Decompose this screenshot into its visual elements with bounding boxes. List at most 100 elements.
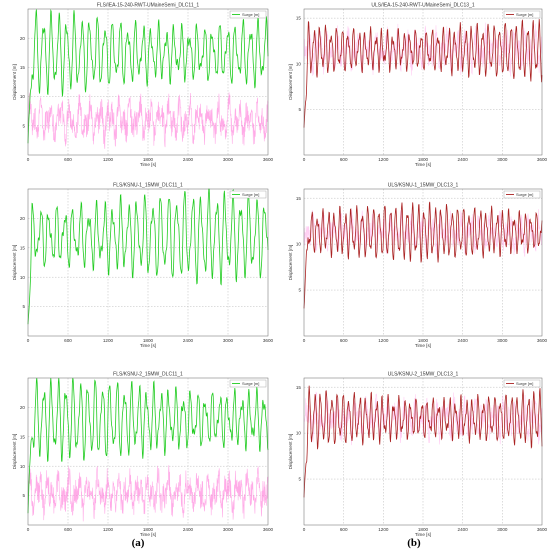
- x-tick-label: 600: [64, 527, 72, 532]
- x-tick-label: 1800: [143, 527, 154, 532]
- x-tick-label: 3600: [537, 157, 548, 162]
- y-axis-label: Displacement [m]: [288, 64, 293, 100]
- x-tick-label: 0: [27, 527, 30, 532]
- legend-entry: Surge [m]: [242, 381, 259, 386]
- x-tick-label: 3000: [497, 157, 508, 162]
- plot-frame: [303, 8, 543, 156]
- y-tick-label: 15: [296, 385, 302, 390]
- x-tick-label: 3000: [223, 338, 234, 343]
- x-tick-label: 600: [340, 157, 348, 162]
- x-tick-label: 3000: [497, 338, 508, 343]
- panel-fls-1: 0 600 1200 1800 2400 3000 3600 5 10 15 20 FLS/IEA-1…: [12, 3, 274, 168]
- legend-box: [503, 190, 541, 199]
- y-tick-label: 10: [296, 242, 302, 247]
- legend-entry: Surge [m]: [516, 12, 533, 17]
- x-tick-label: 3000: [497, 527, 508, 532]
- surge-series-line: [27, 188, 269, 325]
- x-tick-label: 1800: [418, 527, 429, 532]
- x-tick-label: 600: [340, 338, 348, 343]
- x-tick-label: 1800: [418, 338, 429, 343]
- x-tick-label: 1200: [103, 527, 114, 532]
- legend-box: [503, 379, 541, 388]
- plot-frame: [27, 377, 269, 526]
- x-axis-label: Time [s]: [415, 343, 431, 348]
- y-axis-label: Displacement [m]: [288, 245, 293, 281]
- y-axis-label: Displacement [m]: [288, 434, 293, 470]
- x-tick-label: 1800: [143, 338, 154, 343]
- surge-series-line: [303, 19, 543, 128]
- panel-fls-2: 0 600 1200 1800 2400 3000 3600 5 10 15 20 FLS/KSNU-…: [12, 183, 274, 349]
- y-tick-label: 15: [20, 65, 26, 70]
- background-series-line: [27, 465, 269, 522]
- x-tick-label: 0: [303, 527, 306, 532]
- y-tick-label: 5: [22, 123, 25, 128]
- surge-series-line: [27, 8, 269, 144]
- y-tick-label: 10: [20, 94, 26, 99]
- x-axis-label: Time [s]: [140, 343, 156, 348]
- x-tick-label: 3600: [537, 338, 548, 343]
- legend-entry: Surge [m]: [242, 12, 259, 17]
- surge-series-line: [303, 201, 543, 309]
- x-tick-label: 2400: [183, 157, 194, 162]
- x-tick-label: 1200: [103, 338, 114, 343]
- x-tick-label: 3000: [223, 157, 234, 162]
- x-tick-label: 0: [303, 157, 306, 162]
- x-axis-label: Time [s]: [415, 162, 431, 167]
- y-axis-label: Displacement [m]: [12, 434, 17, 470]
- y-tick-label: 5: [298, 288, 301, 293]
- x-tick-label: 2400: [183, 527, 194, 532]
- x-tick-label: 1200: [378, 527, 389, 532]
- y-tick-label: 20: [20, 216, 26, 221]
- y-tick-label: 10: [20, 275, 26, 280]
- panel-uls-2: 0 600 1200 1800 2400 3000 3600 5 10 15 ULS/KSNU-1_…: [288, 183, 548, 349]
- y-tick-label: 5: [22, 493, 25, 498]
- x-tick-label: 0: [27, 157, 30, 162]
- y-tick-label: 5: [22, 304, 25, 309]
- x-tick-label: 600: [340, 527, 348, 532]
- plot-frame: [303, 188, 543, 337]
- legend-entry: Surge [m]: [242, 192, 259, 197]
- legend-box: [229, 190, 267, 199]
- y-tick-label: 15: [20, 245, 26, 250]
- x-tick-label: 2400: [458, 338, 469, 343]
- panel-title: ULS/IEA-15-240-RWT-UMaineSemi_DLC13_1: [371, 3, 475, 9]
- x-tick-label: 1200: [378, 338, 389, 343]
- y-tick-label: 15: [296, 16, 302, 21]
- panel-title: ULS/KSNU-2_15MW_DLC13_1: [388, 372, 459, 378]
- y-tick-label: 10: [20, 464, 26, 469]
- x-tick-label: 0: [27, 338, 30, 343]
- y-tick-label: 5: [298, 477, 301, 482]
- legend-entry: Surge [m]: [516, 192, 533, 197]
- y-axis-label: Displacement [m]: [12, 64, 17, 100]
- x-tick-label: 600: [64, 157, 72, 162]
- legend-box: [229, 10, 267, 19]
- y-tick-label: 20: [20, 405, 26, 410]
- x-tick-label: 3600: [537, 527, 548, 532]
- panel-uls-1: 0 600 1200 1800 2400 3000 3600 5 10 15 ULS/IEA-15-…: [288, 3, 548, 168]
- x-tick-label: 0: [303, 338, 306, 343]
- y-tick-label: 15: [296, 196, 302, 201]
- x-tick-label: 1200: [103, 157, 114, 162]
- plot-frame: [303, 377, 543, 526]
- x-tick-label: 2400: [183, 338, 194, 343]
- panel-title: ULS/KSNU-1_15MW_DLC13_1: [388, 183, 459, 189]
- x-tick-label: 3600: [263, 527, 274, 532]
- caption-b: (b): [407, 537, 421, 549]
- x-tick-label: 3600: [263, 157, 274, 162]
- y-tick-label: 10: [296, 61, 302, 66]
- panel-title: FLS/KSNU-1_15MW_DLC11_1: [113, 183, 183, 189]
- panel-title: FLS/KSNU-2_15MW_DLC11_1: [113, 372, 183, 378]
- legend-box: [229, 379, 267, 388]
- plot-frame: [27, 8, 269, 156]
- legend-box: [503, 10, 541, 19]
- y-tick-label: 15: [20, 434, 26, 439]
- panel-title: FLS/IEA-15-240-RWT-UMaineSemi_DLC11_1: [97, 3, 200, 9]
- y-tick-label: 10: [296, 431, 302, 436]
- x-tick-label: 3600: [263, 338, 274, 343]
- x-axis-label: Time [s]: [140, 162, 156, 167]
- surge-series-line: [303, 385, 543, 498]
- legend-entry: Surge [m]: [516, 381, 533, 386]
- panel-uls-3: 0 600 1200 1800 2400 3000 3600 5 10 15 ULS/KSNU-2_…: [288, 372, 548, 538]
- x-tick-label: 2400: [458, 157, 469, 162]
- caption-a: (a): [132, 537, 145, 549]
